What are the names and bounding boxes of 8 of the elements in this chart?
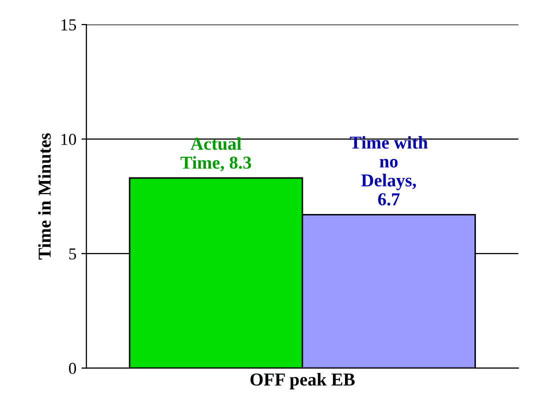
data-label: Time with no Delays, 6.7 [350, 136, 428, 206]
x-tick-label: OFF peak EB [250, 372, 355, 390]
y-tick-label: 0 [68, 362, 76, 374]
y-tick-label: 15 [61, 19, 76, 30]
y-tick-label: 5 [69, 248, 76, 260]
data-label: Actual Time, 8.3 [180, 137, 252, 172]
y-axis-title: Time in Minutes [38, 133, 51, 260]
y-tick-label: 10 [61, 134, 76, 146]
